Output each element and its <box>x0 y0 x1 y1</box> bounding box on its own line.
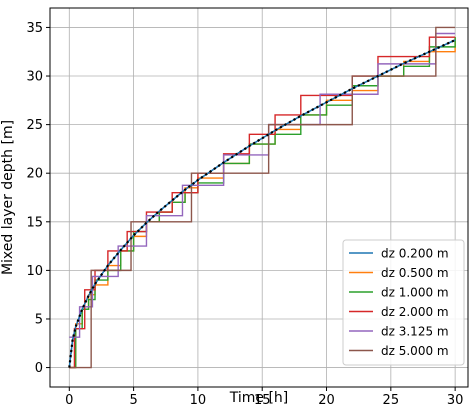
plot-frame <box>49 7 469 388</box>
series-line-dz-3.125-m <box>69 32 456 338</box>
legend-label: dz 1.000 m <box>381 286 449 300</box>
y-tick-label: 20 <box>26 167 43 182</box>
x-tick-label: 20 <box>318 393 335 405</box>
x-tick-label: 0 <box>65 393 73 405</box>
x-axis-label: Time [h] <box>229 390 289 405</box>
legend: dz 0.200 m dz 0.500 m dz 1.000 m dz 2.000 m… <box>342 239 465 366</box>
x-tick-label: 25 <box>383 393 400 405</box>
y-tick-label: 35 <box>26 21 43 36</box>
y-tick-label: 0 <box>35 361 43 376</box>
y-axis-label: Mixed layer depth [m] <box>0 120 16 275</box>
legend-label: dz 0.200 m <box>381 247 449 261</box>
legend-label: dz 5.000 m <box>381 344 449 358</box>
legend-label: dz 2.000 m <box>381 305 449 319</box>
y-tick-label: 5 <box>35 312 43 327</box>
x-tick-label: 5 <box>129 393 137 405</box>
series-line-dz-0.200-m <box>68 39 456 368</box>
legend-label: dz 3.125 m <box>381 325 449 339</box>
series-lines <box>68 26 456 369</box>
x-tick-label: 15 <box>254 393 271 405</box>
x-tick-label: 10 <box>190 393 207 405</box>
series-line-dz-5.000-m <box>69 26 456 369</box>
y-tick-label: 30 <box>26 70 43 85</box>
axis-ticks: 0 5 10 15 20 25 30 0 5 10 15 20 25 30 35 <box>26 21 463 405</box>
legend-label: dz 0.500 m <box>381 266 449 280</box>
x-tick-label: 30 <box>447 393 464 405</box>
y-tick-label: 25 <box>26 118 43 133</box>
y-tick-label: 10 <box>26 264 43 279</box>
y-tick-label: 15 <box>26 215 43 230</box>
legend-box <box>342 239 465 366</box>
